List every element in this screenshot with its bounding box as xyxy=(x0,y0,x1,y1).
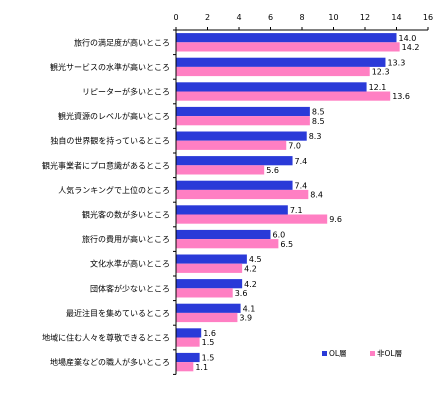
bar-non-ol xyxy=(176,165,265,175)
bar-ol xyxy=(176,328,202,338)
x-tick-label: 4 xyxy=(236,13,241,22)
category-label: 文化水準が高いところ xyxy=(90,259,170,269)
bar-ol xyxy=(176,254,247,264)
category-label: 観光資源のレベルが高いところ xyxy=(58,111,170,121)
category-label: 観光事業者にプロ意識があるところ xyxy=(42,160,170,170)
bar-non-ol xyxy=(176,312,238,323)
bar-non-ol xyxy=(176,362,194,372)
data-label: 9.6 xyxy=(329,215,342,224)
bar-ol xyxy=(176,352,200,363)
x-tick-label: 2 xyxy=(205,13,210,22)
category-label: 地場産業などの職人が多いところ xyxy=(50,357,170,367)
legend-swatch xyxy=(322,351,327,356)
x-tick-label: 10 xyxy=(328,13,338,22)
data-label: 12.3 xyxy=(372,68,390,77)
bar-ol xyxy=(176,57,386,67)
data-label: 7.4 xyxy=(295,181,308,190)
legend-label: 非OL層 xyxy=(377,348,402,358)
x-tick-label: 14 xyxy=(391,13,401,22)
data-label: 8.5 xyxy=(312,117,325,126)
data-label: 7.0 xyxy=(288,141,301,150)
data-label: 3.6 xyxy=(235,289,248,298)
data-label: 3.9 xyxy=(239,314,252,323)
data-label: 8.5 xyxy=(312,108,325,117)
bar-ol xyxy=(176,33,397,43)
category-label: 旅行の満足度が高いところ xyxy=(74,37,170,47)
category-label: 地域に住む人々を尊敬できるところ xyxy=(42,333,170,343)
bar-ol xyxy=(176,82,367,92)
data-label: 7.4 xyxy=(295,157,308,166)
bar-ol xyxy=(176,303,241,313)
bar-non-ol xyxy=(176,116,310,126)
data-label: 8.4 xyxy=(310,191,323,200)
bar-ol xyxy=(176,106,310,117)
category-label: 人気ランキングで上位のところ xyxy=(58,185,170,195)
bar-non-ol xyxy=(176,239,279,249)
legend-swatch xyxy=(370,351,375,356)
bar-non-ol xyxy=(176,66,370,77)
bar-ol xyxy=(176,180,293,190)
x-tick-label: 6 xyxy=(268,13,273,22)
category-label: 旅行の費用が高いところ xyxy=(82,234,170,244)
data-label: 1.1 xyxy=(195,363,208,372)
data-label: 14.2 xyxy=(402,43,420,52)
bar-ol xyxy=(176,156,293,166)
data-label: 1.5 xyxy=(202,354,215,363)
bar-non-ol xyxy=(176,189,309,200)
bar-ol xyxy=(176,131,307,141)
category-label: 観光客の数が多いところ xyxy=(82,210,170,220)
data-label: 12.1 xyxy=(369,83,387,92)
data-label: 5.6 xyxy=(266,166,279,175)
data-label: 13.3 xyxy=(387,58,405,67)
bar-non-ol xyxy=(176,140,287,150)
category-label: リピーターが多いところ xyxy=(82,87,170,97)
bar-non-ol xyxy=(176,288,233,298)
data-label: 4.2 xyxy=(244,280,257,289)
x-tick-label: 0 xyxy=(173,13,178,22)
category-label: 団体客が少ないところ xyxy=(90,283,170,293)
data-label: 6.5 xyxy=(280,240,293,249)
bar-non-ol xyxy=(176,214,328,224)
data-label: 4.1 xyxy=(243,304,256,313)
data-label: 13.6 xyxy=(392,92,410,101)
bar-non-ol xyxy=(176,337,200,347)
bar-ol xyxy=(176,229,271,240)
bar-ol xyxy=(176,205,288,215)
data-label: 1.5 xyxy=(202,338,215,347)
x-tick-label: 8 xyxy=(299,13,304,22)
bar-non-ol xyxy=(176,42,400,52)
category-label: 観光サービスの水準が高いところ xyxy=(50,62,170,72)
category-label: 独自の世界観を持っているところ xyxy=(50,136,170,146)
data-label: 6.0 xyxy=(273,231,286,240)
data-label: 14.0 xyxy=(399,34,417,43)
data-label: 4.2 xyxy=(244,264,257,273)
bar-ol xyxy=(176,279,243,289)
bar-non-ol xyxy=(176,91,391,101)
x-tick-label: 12 xyxy=(360,13,370,22)
data-label: 7.1 xyxy=(290,206,303,215)
legend-label: OL層 xyxy=(329,349,347,358)
bar-non-ol xyxy=(176,263,243,273)
category-label: 最近注目を集めているところ xyxy=(66,308,170,318)
data-label: 8.3 xyxy=(309,132,322,141)
x-tick-label: 16 xyxy=(423,13,433,22)
data-label: 4.5 xyxy=(249,255,262,264)
data-label: 1.6 xyxy=(203,329,216,338)
